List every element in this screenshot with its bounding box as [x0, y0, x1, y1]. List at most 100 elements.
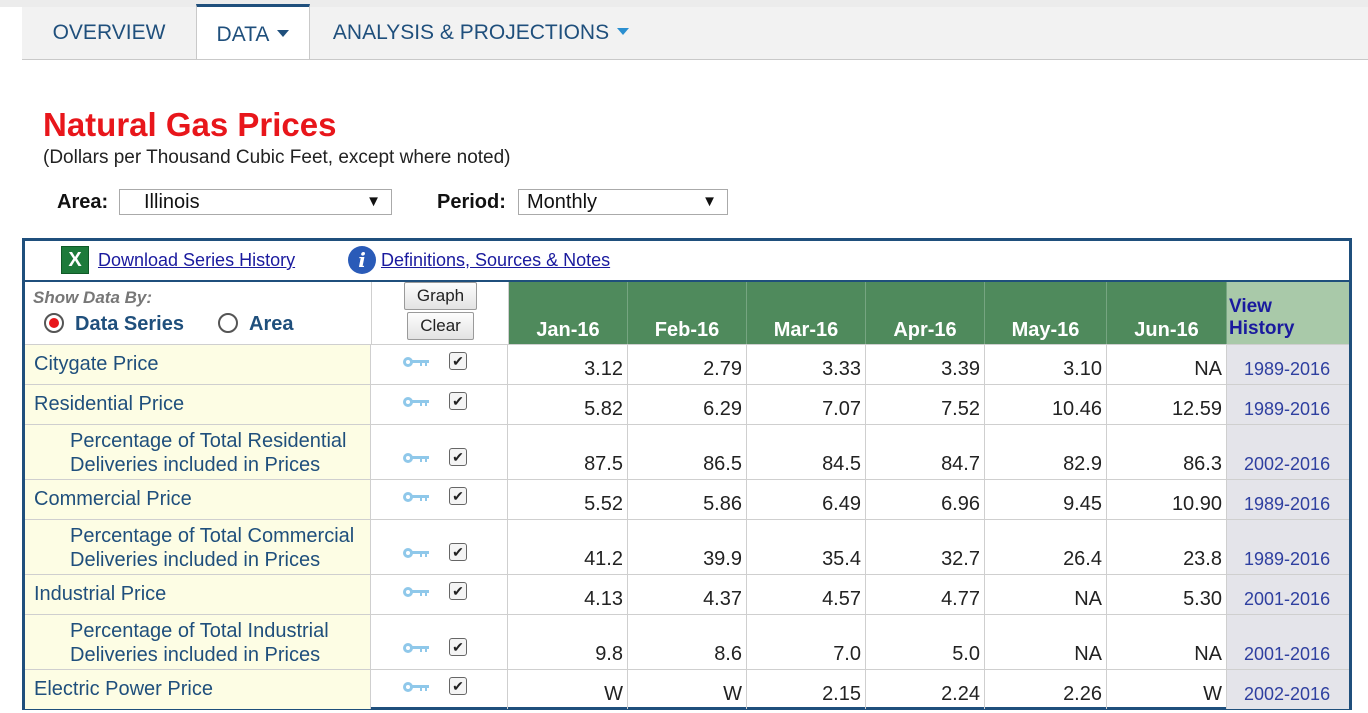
table-cell: 5.86	[628, 480, 747, 519]
view-history-link[interactable]: 2002-2016	[1227, 425, 1349, 479]
cell-value: 86.3	[1183, 453, 1222, 475]
download-series-history-link[interactable]: Download Series History	[98, 250, 296, 270]
radio-area[interactable]	[218, 313, 238, 333]
key-icon[interactable]	[402, 586, 430, 598]
table-cell: 2.15	[747, 670, 866, 709]
view-history-link[interactable]: 1989-2016	[1227, 480, 1349, 519]
table-cell: 39.9	[628, 520, 747, 574]
row-controls: ✔	[372, 385, 508, 424]
series-name[interactable]: Residential Price	[25, 385, 371, 424]
cell-value: NA	[1074, 588, 1102, 610]
radio-data-series[interactable]	[44, 313, 64, 333]
table-cell: 4.57	[747, 575, 866, 614]
view-history-link[interactable]: 2001-2016	[1227, 575, 1349, 614]
tab-analysis-label: ANALYSIS & PROJECTIONS	[332, 21, 610, 44]
checkbox-checked-icon[interactable]: ✔	[449, 448, 467, 466]
period-select[interactable]: Monthly ▼	[518, 189, 728, 215]
view-history-link[interactable]: 2001-2016	[1227, 615, 1349, 669]
definitions-sources-notes-link[interactable]: Definitions, Sources & Notes	[381, 250, 611, 270]
row-controls: ✔	[372, 575, 508, 614]
series-name[interactable]: Industrial Price	[25, 575, 371, 614]
series-name-line1: Percentage of Total Residential	[70, 430, 347, 452]
excel-icon[interactable]: X	[61, 246, 89, 274]
series-name-label: Industrial Price	[34, 583, 167, 605]
chevron-down-icon	[277, 29, 290, 37]
series-name[interactable]: Percentage of Total Industrial Deliveries…	[25, 615, 371, 669]
info-icon[interactable]: i	[348, 246, 376, 274]
key-icon[interactable]	[402, 491, 430, 503]
key-icon[interactable]	[402, 452, 430, 464]
cell-value: 2.26	[1063, 683, 1102, 705]
cell-value: 10.46	[1051, 398, 1102, 420]
view-history-link[interactable]: 1989-2016	[1227, 520, 1349, 574]
row-controls: ✔	[372, 520, 508, 574]
checkbox-checked-icon[interactable]: ✔	[449, 543, 467, 561]
view-history-link[interactable]: 1989-2016	[1227, 385, 1349, 424]
graph-clear-controls: Graph Clear	[372, 282, 509, 344]
series-name[interactable]: Commercial Price	[25, 480, 371, 519]
table-cell: 6.29	[628, 385, 747, 424]
clear-button[interactable]: Clear	[407, 312, 474, 340]
cell-value: 9.45	[1063, 493, 1102, 515]
series-name-line1: Percentage of Total Industrial	[70, 620, 329, 642]
radio-area-label[interactable]: Area	[249, 313, 294, 335]
cell-value: 2.15	[822, 683, 861, 705]
tab-data[interactable]: DATA	[196, 4, 310, 59]
period-select-value: Monthly	[527, 190, 598, 213]
table-cell: NA	[985, 575, 1107, 614]
checkbox-checked-icon[interactable]: ✔	[449, 638, 467, 656]
page-title: Natural Gas Prices	[43, 106, 337, 143]
tab-analysis-projections[interactable]: ANALYSIS & PROJECTIONS	[310, 7, 652, 59]
cell-value: 3.12	[584, 358, 623, 380]
column-header: Jan-16	[509, 282, 628, 344]
table-cell: W	[628, 670, 747, 709]
series-name[interactable]: Percentage of Total Residential Deliverie…	[25, 425, 371, 479]
graph-button[interactable]: Graph	[404, 282, 477, 310]
checkbox-checked-icon[interactable]: ✔	[449, 487, 467, 505]
view-history-header[interactable]: View History	[1227, 282, 1349, 344]
series-name[interactable]: Citygate Price	[25, 345, 371, 384]
checkbox-checked-icon[interactable]: ✔	[449, 582, 467, 600]
cell-value: 32.7	[941, 548, 980, 570]
view-history-link[interactable]: 1989-2016	[1227, 345, 1349, 384]
cell-value: 5.30	[1183, 588, 1222, 610]
cell-value: 2.24	[941, 683, 980, 705]
table-cell: 2.79	[628, 345, 747, 384]
cell-value: 86.5	[703, 453, 742, 475]
cell-value: 87.5	[584, 453, 623, 475]
cell-value: 7.07	[822, 398, 861, 420]
key-icon[interactable]	[402, 396, 430, 408]
series-name[interactable]: Electric Power Price	[25, 670, 371, 709]
area-select[interactable]: Illinois ▼	[119, 189, 392, 215]
table-cell: 5.52	[509, 480, 628, 519]
key-icon[interactable]	[402, 356, 430, 368]
table-row: Percentage of Total Industrial Deliveries…	[25, 614, 1349, 669]
cell-value: 4.57	[822, 588, 861, 610]
cell-value: 4.37	[703, 588, 742, 610]
cell-value: 6.96	[941, 493, 980, 515]
table-row: Percentage of Total Residential Deliverie…	[25, 424, 1349, 479]
key-icon[interactable]	[402, 547, 430, 559]
checkbox-checked-icon[interactable]: ✔	[449, 392, 467, 410]
key-icon[interactable]	[402, 681, 430, 693]
link-bar: X Download Series History i Definitions,…	[25, 241, 1349, 282]
table-cell: 12.59	[1107, 385, 1227, 424]
checkbox-checked-icon[interactable]: ✔	[449, 352, 467, 370]
series-name-label: Commercial Price	[34, 488, 192, 510]
cell-value: W	[723, 683, 742, 705]
radio-data-series-label[interactable]: Data Series	[75, 313, 184, 335]
table-cell: 41.2	[509, 520, 628, 574]
view-history-line1: View	[1229, 296, 1272, 317]
cell-value: 8.6	[714, 643, 742, 665]
table-cell: W	[1107, 670, 1227, 709]
tab-overview[interactable]: OVERVIEW	[22, 7, 196, 59]
checkbox-checked-icon[interactable]: ✔	[449, 677, 467, 695]
dropdown-arrow-icon: ▼	[702, 193, 717, 210]
row-controls: ✔	[372, 615, 508, 669]
cell-value: 5.52	[584, 493, 623, 515]
view-history-link[interactable]: 2002-2016	[1227, 670, 1349, 709]
table-cell: 5.0	[866, 615, 985, 669]
cell-value: 7.0	[833, 643, 861, 665]
key-icon[interactable]	[402, 642, 430, 654]
series-name[interactable]: Percentage of Total Commercial Deliveries…	[25, 520, 371, 574]
